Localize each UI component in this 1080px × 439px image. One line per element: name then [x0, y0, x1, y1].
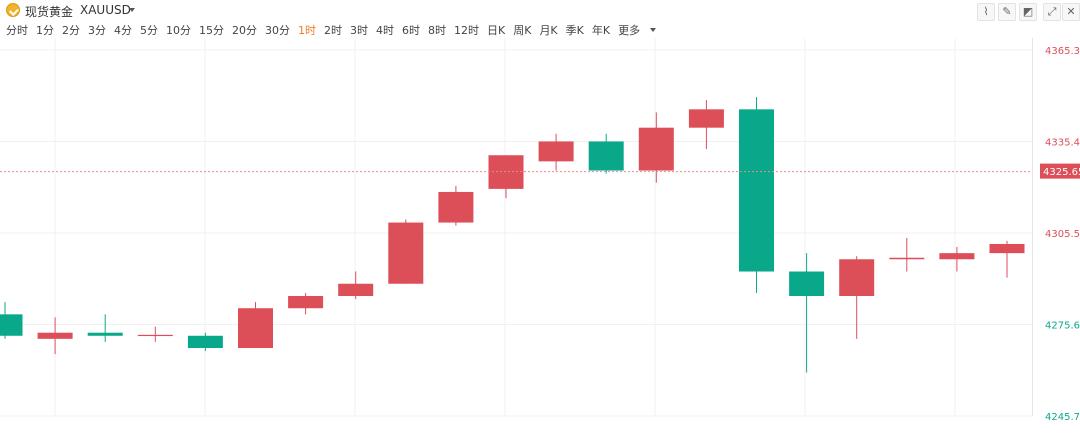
y-axis-tick-label: 4305.58	[1045, 229, 1080, 240]
y-axis-tick-label: 4275.68	[1045, 321, 1080, 332]
eraser-icon: ◩	[1022, 5, 1034, 18]
line-tool-button[interactable]: ⌇	[977, 3, 995, 21]
more-caret-icon[interactable]	[650, 28, 657, 32]
candle-body[interactable]	[438, 191, 474, 223]
period-item[interactable]: 10分	[166, 24, 191, 37]
period-item[interactable]: 8时	[428, 24, 446, 37]
candlestick-chart[interactable]: 4365.39 4335.49 4305.58 4275.68 4245.78 4325.…	[0, 38, 1080, 439]
period-item[interactable]: 周K	[513, 24, 532, 37]
candle-body[interactable]	[338, 283, 374, 296]
symbol-bar: 现货黄金 XAUUSD ⌇ ✎ ◩ ⤢ ✕	[0, 0, 1080, 22]
period-item[interactable]: 6时	[402, 24, 420, 37]
candle-body[interactable]	[789, 271, 825, 296]
period-item[interactable]: 30分	[265, 24, 290, 37]
candle-body[interactable]	[137, 334, 173, 337]
symbol-name[interactable]: 现货黄金	[25, 5, 74, 19]
period-item[interactable]: 4时	[376, 24, 394, 37]
period-item[interactable]: 3分	[88, 24, 106, 37]
gold-coin-icon	[6, 3, 20, 17]
period-item[interactable]: 2时	[324, 24, 342, 37]
candle-body[interactable]	[739, 109, 774, 272]
current-price-label: 4325.65	[1043, 167, 1080, 178]
close-icon: ✕	[1066, 5, 1076, 18]
period-item[interactable]: 更多	[618, 24, 641, 37]
y-axis-tick-label: 4245.78	[1045, 412, 1080, 423]
y-axis-tick-label: 4365.39	[1045, 46, 1080, 57]
period-item[interactable]: 年K	[591, 24, 611, 37]
period-item[interactable]: 分时	[6, 24, 28, 37]
symbol-dropdown-caret-icon[interactable]	[129, 8, 135, 12]
period-selector: 分时 1分 2分 3分 4分 5分 10分 15分 20分 30分 1时 2时 3时 4时 6时 8时 12时日…	[0, 22, 700, 38]
candle-body[interactable]	[688, 109, 724, 128]
fullscreen-icon: ⤢	[1047, 5, 1057, 18]
symbol-code[interactable]: XAUUSD	[80, 3, 131, 17]
candle-body[interactable]	[288, 295, 324, 309]
pen-tool-button[interactable]: ✎	[998, 3, 1016, 21]
period-item[interactable]: 1分	[36, 24, 54, 37]
fullscreen-button[interactable]: ⤢	[1043, 3, 1061, 21]
candle-body[interactable]	[238, 308, 273, 349]
candle-body[interactable]	[889, 257, 925, 260]
period-item[interactable]: 2分	[62, 24, 80, 37]
candle-body[interactable]	[939, 253, 975, 260]
candle-body[interactable]	[37, 332, 73, 339]
y-axis-tick-label: 4335.49	[1045, 137, 1080, 148]
candle-body[interactable]	[638, 127, 674, 171]
candle-body[interactable]	[0, 314, 23, 336]
candle-body[interactable]	[187, 335, 223, 349]
current-price-tag	[1040, 163, 1080, 179]
period-item[interactable]: 5分	[140, 24, 158, 37]
period-item[interactable]: 月K	[539, 24, 558, 37]
period-item[interactable]: 3时	[350, 24, 368, 37]
candle-body[interactable]	[588, 141, 624, 171]
period-item[interactable]: 季K	[565, 24, 584, 37]
candle-body[interactable]	[538, 141, 574, 162]
period-item[interactable]: 20分	[232, 24, 257, 37]
close-button[interactable]: ✕	[1062, 3, 1080, 21]
pen-icon: ✎	[1002, 5, 1012, 18]
period-item[interactable]: 4分	[114, 24, 132, 37]
candle-body[interactable]	[87, 332, 123, 336]
candle-body[interactable]	[989, 243, 1025, 254]
eraser-tool-button[interactable]: ◩	[1019, 3, 1037, 21]
period-item[interactable]: 1时	[298, 24, 316, 37]
period-item[interactable]: 12时	[454, 24, 479, 37]
candle-body[interactable]	[388, 222, 424, 284]
candle-body[interactable]	[839, 259, 875, 296]
line-tool-icon: ⌇	[983, 5, 989, 18]
period-item[interactable]: 15分	[199, 24, 224, 37]
period-item[interactable]: 日K	[487, 24, 506, 37]
